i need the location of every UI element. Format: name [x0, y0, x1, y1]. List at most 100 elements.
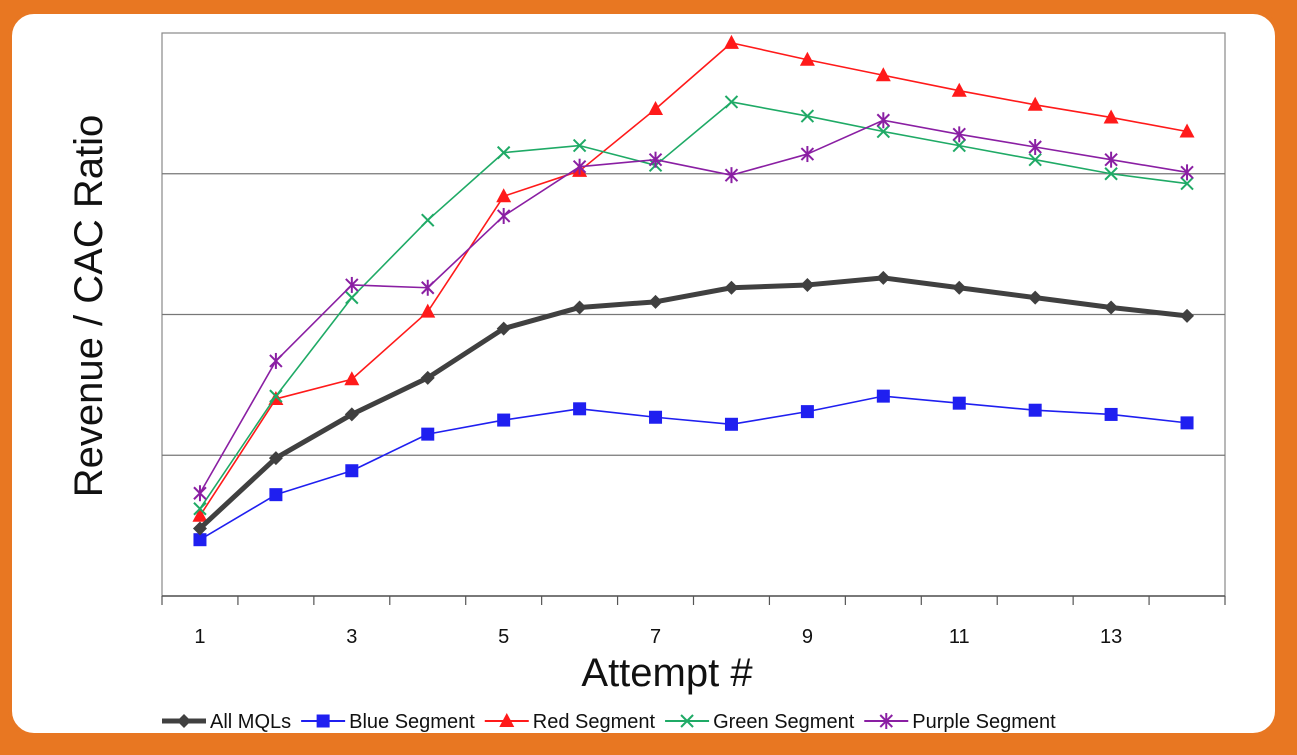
data-point: [800, 405, 814, 419]
data-point: [723, 34, 739, 49]
data-point: [496, 321, 511, 336]
data-point: [192, 521, 207, 536]
data-point: [496, 188, 512, 203]
legend-label: All MQLs: [210, 711, 291, 733]
data-point: [421, 213, 435, 227]
data-point: [951, 82, 967, 97]
data-point: [1028, 403, 1042, 417]
series-all-mqls: [192, 270, 1195, 536]
data-point: [876, 124, 891, 139]
data-point: [724, 95, 739, 109]
series-line: [199, 119, 1188, 494]
legend-item-purple-segment: Purple Segment: [864, 711, 1056, 733]
data-point: [269, 352, 283, 369]
data-point: [649, 410, 663, 424]
data-point: [800, 277, 815, 292]
data-point: [952, 126, 966, 143]
series-line: [199, 42, 1188, 517]
data-point: [420, 370, 435, 385]
data-point: [496, 207, 511, 224]
data-point: [876, 112, 891, 129]
data-point: [800, 146, 815, 163]
data-point: [193, 533, 207, 547]
data-point: [799, 51, 815, 66]
y-axis-label: Revenue / CAC Ratio: [67, 115, 111, 497]
data-point: [345, 464, 359, 478]
x-tick-label: 9: [802, 626, 813, 648]
data-point: [573, 402, 587, 416]
data-point: [876, 389, 890, 403]
data-point: [724, 280, 739, 295]
data-point: [1104, 167, 1118, 181]
data-point: [648, 101, 664, 116]
legend-label: Red Segment: [533, 711, 656, 733]
data-point: [496, 145, 511, 160]
x-tick-label: 5: [498, 626, 509, 648]
data-point: [344, 407, 359, 422]
data-point: [680, 714, 694, 728]
data-point: [345, 290, 359, 305]
series-green-segment: [193, 95, 1194, 516]
data-point: [1180, 164, 1194, 181]
x-tick-label: 3: [346, 626, 357, 648]
series-line: [199, 395, 1188, 541]
data-point: [876, 270, 891, 285]
legend-item-all-mqls: All MQLs: [162, 711, 291, 733]
x-tick-label: 1: [194, 626, 205, 648]
data-point: [952, 138, 966, 153]
legend-label: Purple Segment: [912, 711, 1056, 733]
series-line: [198, 275, 1188, 531]
data-point: [1104, 300, 1119, 315]
x-tick-label: 11: [949, 626, 970, 648]
x-tick-label: 7: [650, 626, 661, 648]
data-point: [344, 371, 360, 386]
data-point: [800, 109, 815, 123]
data-point: [420, 303, 436, 318]
legend-item-green-segment: Green Segment: [665, 711, 855, 733]
legend: All MQLs Blue Segment Red Segment Green Seg…: [162, 711, 1056, 733]
data-point: [724, 417, 738, 431]
data-point: [499, 713, 515, 727]
data-point: [193, 485, 207, 502]
data-point: [1028, 139, 1042, 156]
data-point: [316, 714, 330, 728]
data-point: [192, 507, 208, 522]
data-point: [177, 714, 191, 728]
legend-item-blue-segment: Blue Segment: [301, 711, 475, 733]
data-point: [1180, 416, 1194, 430]
data-point: [879, 713, 893, 729]
data-point: [269, 389, 283, 403]
series-blue-segment: [193, 389, 1194, 547]
axis-layer: 1 3 5 7 9 11 13: [161, 595, 1226, 648]
data-point: [572, 158, 587, 175]
x-axis-label: Attempt #: [581, 651, 753, 695]
data-point: [1103, 109, 1119, 124]
legend-label: Green Segment: [713, 711, 855, 733]
series-red-segment: [192, 34, 1195, 522]
data-point: [875, 67, 891, 82]
data-point: [1180, 308, 1195, 323]
data-point: [1027, 96, 1043, 111]
legend-label: Blue Segment: [349, 711, 475, 733]
data-point: [269, 488, 283, 502]
data-point: [1028, 290, 1043, 305]
data-point: [648, 151, 663, 168]
data-point: [421, 427, 435, 441]
data-point: [1179, 123, 1195, 138]
data-point: [572, 138, 587, 153]
data-point: [952, 396, 966, 410]
data-point: [497, 413, 511, 427]
data-point: [193, 502, 207, 516]
data-point: [572, 300, 587, 315]
data-point: [268, 451, 283, 466]
chart-frame: 1 3 5 7 9 11 13 Revenue / CAC Ratio Attempt # …: [8, 10, 1279, 737]
series-purple-segment: [193, 112, 1194, 502]
line-chart: 1 3 5 7 9 11 13 Revenue / CAC Ratio Attempt # …: [67, 32, 1226, 733]
legend-item-red-segment: Red Segment: [484, 711, 656, 733]
x-tick-label: 13: [1100, 626, 1122, 648]
data-point: [1104, 151, 1118, 168]
data-point: [724, 167, 739, 184]
series-layer: [192, 34, 1195, 547]
data-point: [1028, 152, 1042, 167]
data-point: [648, 294, 663, 309]
